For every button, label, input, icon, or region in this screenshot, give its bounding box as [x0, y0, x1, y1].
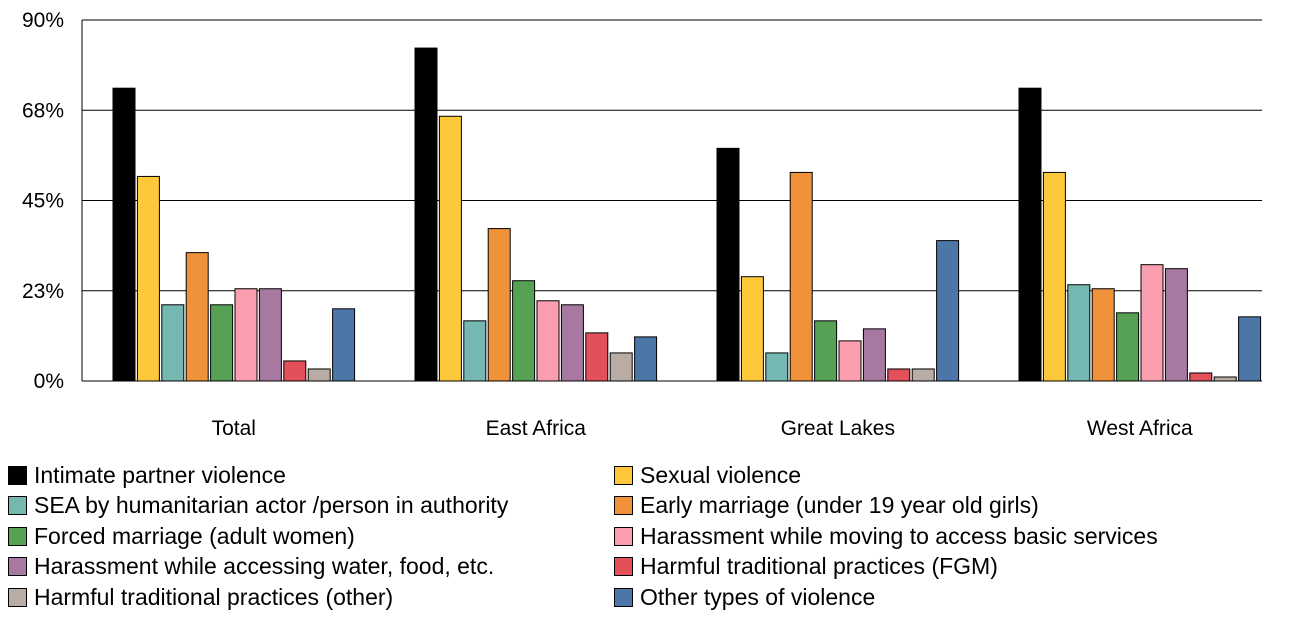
bar	[838, 340, 862, 382]
legend-label: Forced marriage (adult women)	[34, 522, 355, 549]
x-axis: Total East Africa Great Lakes West Africa	[212, 417, 1193, 440]
bar	[936, 240, 960, 382]
bar	[136, 175, 160, 382]
bar	[740, 276, 764, 382]
bar	[210, 304, 234, 382]
legend-label: Sexual violence	[640, 461, 802, 488]
x-tick-label: Total	[212, 417, 256, 440]
bar	[332, 308, 356, 382]
bar	[1116, 312, 1140, 382]
bar	[512, 280, 536, 382]
bar	[887, 368, 911, 382]
legend-swatch	[8, 496, 27, 516]
legend-label: Harmful traditional practices (FGM)	[640, 553, 998, 580]
y-tick-label: 45%	[22, 190, 64, 213]
bar	[716, 147, 740, 382]
legend-label: Harassment while accessing water, food, …	[34, 553, 495, 580]
bar	[258, 288, 282, 382]
legend-swatch	[8, 526, 27, 546]
x-tick-label: West Africa	[1087, 417, 1193, 440]
bar	[1238, 316, 1262, 382]
legend-item: Forced marriage (adult women)	[8, 521, 355, 551]
y-axis: 0% 23% 45% 68% 90%	[22, 9, 64, 393]
bar	[789, 171, 813, 382]
bar	[634, 336, 658, 382]
legend-label: Other types of violence	[640, 583, 876, 610]
legend-swatch	[614, 587, 633, 607]
legend-item: Sexual violence	[614, 460, 801, 490]
legend-item: Other types of violence	[614, 582, 875, 612]
bar	[234, 288, 258, 382]
bar	[765, 352, 789, 382]
bar	[560, 304, 584, 382]
bar	[1067, 284, 1091, 382]
bar	[185, 252, 209, 382]
legend-item: Harmful traditional practices (other)	[8, 582, 393, 612]
bar	[862, 328, 886, 382]
legend-swatch	[614, 526, 633, 546]
bar	[609, 352, 633, 382]
legend-item: Harassment while moving to access basic …	[614, 521, 1158, 551]
x-tick-label: East Africa	[486, 417, 587, 440]
y-tick-label: 23%	[22, 280, 64, 303]
y-tick-label: 90%	[22, 9, 64, 32]
bar	[438, 115, 462, 382]
legend: Intimate partner violence Sexual violence…	[8, 452, 1292, 619]
bar	[283, 360, 307, 382]
legend-label: Harassment while moving to access basic …	[640, 522, 1158, 549]
legend-label: Harmful traditional practices (other)	[34, 583, 394, 610]
legend-item: Harassment while accessing water, food, …	[8, 552, 494, 582]
legend-item: SEA by humanitarian actor /person in aut…	[8, 491, 508, 521]
bar	[1140, 264, 1164, 382]
legend-swatch	[614, 557, 633, 577]
legend-item: Early marriage (under 19 year old girls)	[614, 491, 1039, 521]
bar	[161, 304, 185, 382]
bar	[1042, 171, 1066, 382]
legend-swatch	[8, 587, 27, 607]
bar	[307, 368, 331, 382]
bar	[1189, 372, 1213, 382]
y-tick-label: 68%	[22, 99, 64, 122]
legend-item: Harmful traditional practices (FGM)	[614, 552, 998, 582]
bar	[414, 47, 438, 382]
legend-label: Early marriage (under 19 year old girls)	[640, 492, 1039, 519]
bar	[814, 320, 838, 382]
bar	[463, 320, 487, 382]
bars	[112, 47, 1262, 382]
bar	[1091, 288, 1115, 382]
legend-item: Intimate partner violence	[8, 460, 286, 490]
bar	[1213, 376, 1237, 382]
x-tick-label: Great Lakes	[781, 417, 895, 440]
bar	[1018, 87, 1042, 382]
legend-swatch	[8, 465, 27, 485]
legend-swatch	[8, 557, 27, 577]
bar	[1164, 268, 1188, 382]
bar	[112, 87, 136, 382]
bar	[487, 228, 511, 382]
bar	[536, 300, 560, 382]
legend-swatch	[614, 496, 633, 516]
legend-swatch	[614, 465, 633, 485]
y-tick-label: 0%	[34, 370, 64, 393]
bar-chart: 0% 23% 45% 68% 90% Total East Africa Great Lak…	[22, 9, 1262, 440]
legend-label: Intimate partner violence	[34, 461, 286, 488]
legend-label: SEA by humanitarian actor /person in aut…	[34, 492, 509, 519]
bar	[911, 368, 935, 382]
bar	[585, 332, 609, 382]
